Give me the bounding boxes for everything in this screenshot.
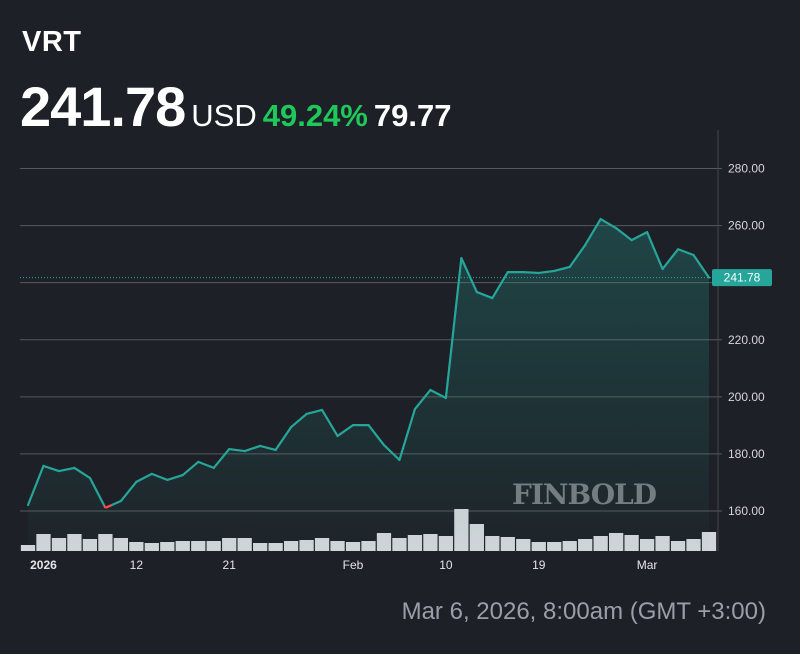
price-line-segment xyxy=(320,408,339,438)
price-line-segment xyxy=(584,217,602,247)
price-line-segment-below-start xyxy=(104,504,113,509)
price-line-segment xyxy=(413,388,432,411)
price-line-segment xyxy=(630,231,649,242)
price-line-segment xyxy=(111,500,122,507)
price-line-segment xyxy=(135,472,153,483)
price-line-segment xyxy=(429,388,447,400)
price-line-segment-below-start xyxy=(102,504,107,509)
price-line-segment xyxy=(42,464,61,473)
price-line-segment xyxy=(692,253,711,279)
y-tick-label: 280.00 xyxy=(728,162,765,176)
price-line-segment xyxy=(119,480,138,503)
price-line-segment xyxy=(290,412,308,429)
x-tick-label: 12 xyxy=(130,558,144,572)
y-tick-label: 220.00 xyxy=(728,333,765,347)
price-line-segment xyxy=(444,257,463,400)
price-line-segment xyxy=(599,217,618,230)
x-axis: 2026 12 21 Feb 10 19 Mar xyxy=(30,558,657,572)
x-tick-label: Mar xyxy=(637,558,658,572)
price-line-segment xyxy=(57,466,76,473)
price-line-segment xyxy=(26,464,45,507)
change-percent: 49.24% xyxy=(262,98,368,133)
price-line-segment xyxy=(460,257,478,294)
x-tick-label: 19 xyxy=(532,558,546,572)
price-line-segment xyxy=(197,460,215,470)
timestamp: Mar 6, 2026, 8:00am (GMT +3:00) xyxy=(401,598,766,625)
y-tick-label: 200.00 xyxy=(728,390,765,404)
price-line-segment xyxy=(522,271,540,275)
price-line-segment xyxy=(398,408,417,462)
price-line-segment xyxy=(181,460,200,477)
y-axis: 160.00 180.00 200.00 220.00 260.00 280.00 xyxy=(718,162,765,518)
price-line-segment xyxy=(336,423,355,438)
y-tick-label: 180.00 xyxy=(728,447,765,461)
price-line-segment xyxy=(475,290,494,300)
ticker-symbol: VRT xyxy=(22,26,82,58)
price-line-segment xyxy=(150,472,169,481)
currency: USD xyxy=(191,98,257,133)
price-line-segment xyxy=(259,444,277,452)
price-line-segment xyxy=(212,447,231,470)
price-line-segment xyxy=(568,243,587,269)
price-line-segment xyxy=(537,269,556,275)
y-tick-label: 260.00 xyxy=(728,219,765,233)
x-tick-label: Feb xyxy=(343,558,364,572)
price-line-segment xyxy=(274,425,293,452)
x-tick-label: 21 xyxy=(223,558,237,572)
last-price-label: 241.78 xyxy=(724,271,761,285)
price-line-segment xyxy=(166,473,184,481)
price-line-segment xyxy=(243,444,262,453)
price-line-segment xyxy=(305,408,324,416)
last-price-badge: 241.78 xyxy=(712,269,772,287)
price-line-segment xyxy=(228,447,246,453)
price-line-segment xyxy=(367,423,386,447)
price-line-segment xyxy=(645,231,664,271)
price-line-segment xyxy=(88,477,105,506)
price-line-segment xyxy=(73,466,92,479)
current-price: 241.78 xyxy=(20,75,186,138)
price-line-segment xyxy=(661,248,680,271)
x-tick-label: 2026 xyxy=(30,558,57,572)
price-area-fill xyxy=(28,219,709,552)
x-tick-label: 10 xyxy=(439,558,453,572)
price-line-segment xyxy=(553,265,571,273)
price-line-segment xyxy=(615,227,633,242)
price-line-segment xyxy=(491,271,509,300)
price-line-segment xyxy=(382,443,401,462)
price-line-segment xyxy=(676,248,695,257)
change-value: 79.77 xyxy=(373,98,452,133)
price-summary: 241.78 USD 49.24% 79.77 xyxy=(20,74,451,139)
y-tick-label: 160.00 xyxy=(728,504,765,518)
